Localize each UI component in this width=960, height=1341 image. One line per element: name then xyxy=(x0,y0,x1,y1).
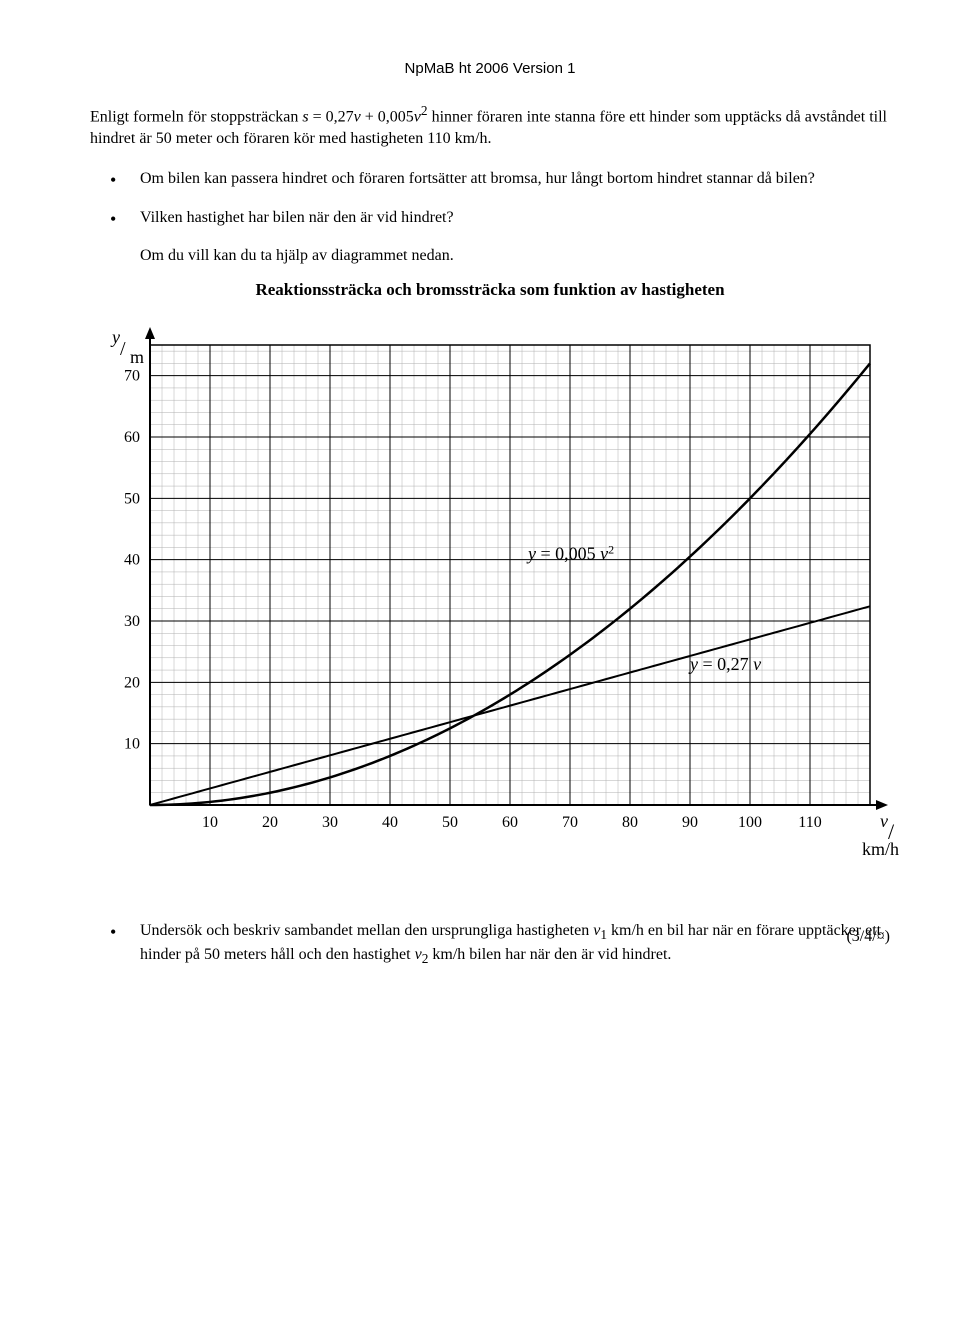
svg-text:60: 60 xyxy=(502,814,518,831)
svg-text:20: 20 xyxy=(262,814,278,831)
svg-text:10: 10 xyxy=(124,735,140,752)
svg-text:80: 80 xyxy=(622,814,638,831)
svg-text:100: 100 xyxy=(738,814,762,831)
svg-text:110: 110 xyxy=(798,814,821,831)
help-text: Om du vill kan du ta hjälp av diagrammet… xyxy=(140,247,890,265)
svg-text:70: 70 xyxy=(562,814,578,831)
svg-text:m: m xyxy=(130,347,144,367)
svg-text:y: y xyxy=(110,327,120,347)
svg-text:70: 70 xyxy=(124,367,140,384)
intro-paragraph: Enligt formeln för stoppsträckan s = 0,2… xyxy=(90,102,890,150)
svg-text:y = 0,27 v: y = 0,27 v xyxy=(688,654,761,674)
bullet-list-1: Om bilen kan passera hindret och föraren… xyxy=(90,168,890,229)
line-chart: 10 20 30 40 50 60 70 80 90 100 110 10 20 30 40 50 60 70 y/… xyxy=(90,320,910,860)
svg-text:10: 10 xyxy=(202,814,218,831)
svg-text:30: 30 xyxy=(322,814,338,831)
svg-text:90: 90 xyxy=(682,814,698,831)
svg-text:40: 40 xyxy=(124,551,140,568)
score: (3/4/¤) xyxy=(846,926,890,948)
svg-text:km/h: km/h xyxy=(862,839,899,859)
doc-header: NpMaB ht 2006 Version 1 xyxy=(90,60,890,77)
svg-text:/: / xyxy=(120,338,126,360)
svg-text:v: v xyxy=(880,811,888,831)
svg-text:20: 20 xyxy=(124,674,140,691)
bullet-item: Om bilen kan passera hindret och föraren… xyxy=(90,168,890,190)
svg-text:60: 60 xyxy=(124,429,140,446)
chart-container: 10 20 30 40 50 60 70 80 90 100 110 10 20 30 40 50 60 70 y/… xyxy=(90,320,890,860)
svg-text:50: 50 xyxy=(442,814,458,831)
svg-text:40: 40 xyxy=(382,814,398,831)
svg-text:50: 50 xyxy=(124,490,140,507)
svg-text:30: 30 xyxy=(124,613,140,630)
bullet-item: Undersök och beskriv sambandet mellan de… xyxy=(90,920,890,968)
bullet-list-2: Undersök och beskriv sambandet mellan de… xyxy=(90,920,890,986)
chart-title: Reaktionssträcka och bromssträcka som fu… xyxy=(90,280,890,300)
bullet-item: Vilken hastighet har bilen när den är vi… xyxy=(90,207,890,229)
svg-text:y = 0,005 v2: y = 0,005 v2 xyxy=(526,542,614,563)
